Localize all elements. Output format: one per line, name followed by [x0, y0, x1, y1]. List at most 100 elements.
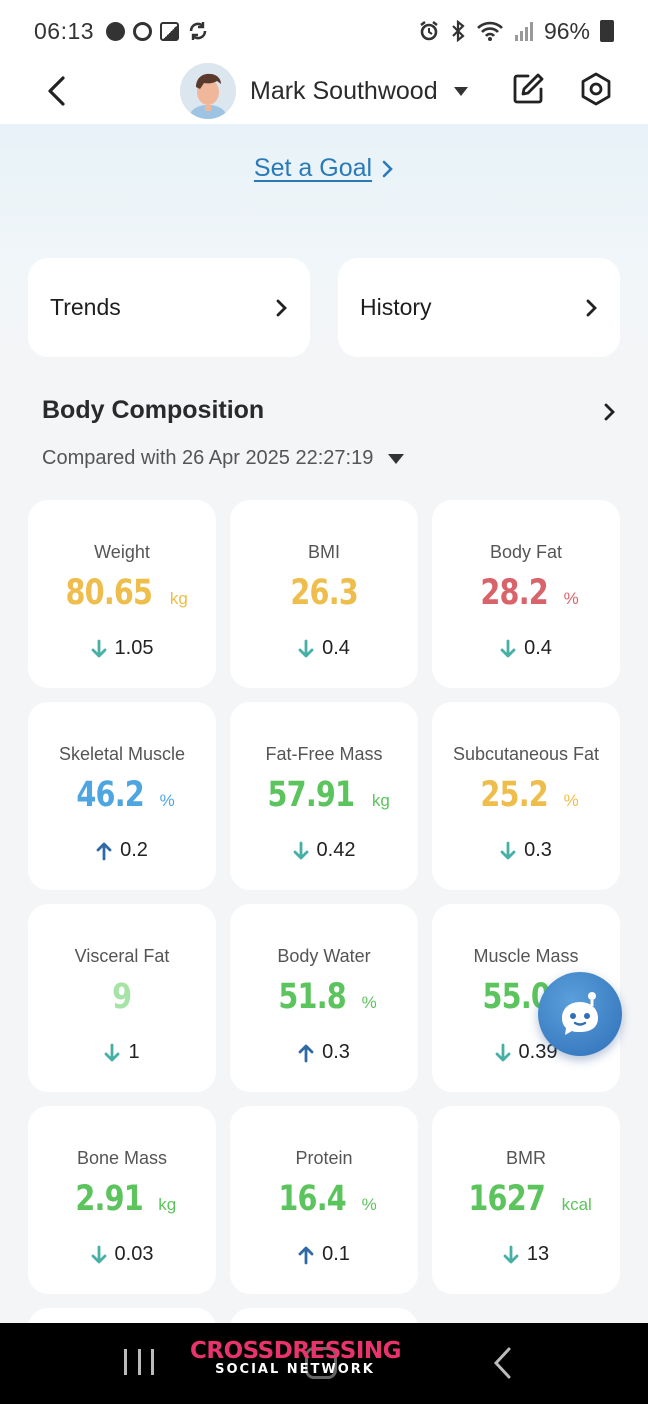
metric-card-bmr[interactable]: BMR 1627 kcal 13 [432, 1106, 620, 1294]
arrow-up-icon [298, 1246, 314, 1264]
arrow-down-icon [91, 639, 106, 657]
gallery-icon [160, 21, 180, 41]
metric-value-row: 80.65 kg [28, 573, 216, 613]
metric-card-subcutaneous-fat[interactable]: Subcutaneous Fat 25.2% 0.3 [432, 702, 620, 890]
metric-unit: % [563, 791, 579, 810]
settings-button[interactable] [576, 66, 616, 112]
metric-unit: kcal [561, 1195, 592, 1214]
assistant-button[interactable] [538, 972, 622, 1056]
metric-change-value: 0.42 [316, 839, 356, 861]
metric-label: Subcutaneous Fat [452, 744, 600, 764]
system-navigation-bar [0, 1323, 648, 1404]
metric-value: 25.2 [480, 775, 549, 815]
metric-value: 26.3 [290, 573, 358, 613]
back-button[interactable] [36, 68, 76, 114]
home-icon[interactable] [305, 1347, 337, 1379]
edit-icon [513, 73, 544, 104]
arrow-up-icon [96, 842, 112, 860]
signal-icon [514, 22, 533, 41]
trends-label: Trends [50, 294, 121, 320]
metric-change: 0.42 [230, 839, 418, 862]
arrow-down-icon [293, 841, 308, 859]
metric-value-row: 28.2% [432, 573, 620, 613]
metric-unit: % [361, 1195, 377, 1214]
set-goal-label: Set a Goal [253, 154, 373, 182]
metric-card-body-fat[interactable]: Body Fat 28.2% 0.4 [432, 500, 620, 688]
metric-card-bmi[interactable]: BMI 26.3 0.4 [230, 500, 418, 688]
metric-change: 1.05 [28, 637, 216, 660]
metric-change-value: 0.3 [524, 839, 552, 861]
metric-change-value: 0.1 [322, 1243, 350, 1265]
bluetooth-icon [452, 20, 465, 42]
history-card[interactable]: History [338, 258, 620, 357]
metric-change-value: 0.4 [524, 637, 552, 659]
metric-change: 0.3 [432, 839, 620, 862]
metric-change: 0.3 [230, 1041, 418, 1064]
arrow-down-icon [495, 1043, 510, 1061]
metric-value-row: 26.3 [230, 573, 418, 613]
compare-date-label: Compared with 26 Apr 2025 22:27:19 [42, 447, 374, 469]
profile-name: Mark Southwood [250, 76, 438, 105]
metric-value: 16.4 [278, 1179, 347, 1219]
metric-change: 0.39 [432, 1041, 620, 1064]
metric-change-value: 13 [526, 1243, 550, 1265]
arrow-down-icon [298, 639, 314, 657]
edit-button[interactable] [508, 66, 548, 112]
battery-icon [600, 20, 614, 42]
chevron-right-icon [382, 160, 393, 177]
metric-label: Skeletal Muscle [58, 744, 186, 764]
metric-card-weight[interactable]: Weight 80.65 kg 1.05 [28, 500, 216, 688]
metric-change-value: 0.39 [518, 1041, 558, 1063]
do-not-disturb-icon [106, 21, 126, 41]
avatar [180, 63, 236, 119]
recents-icon[interactable] [124, 1349, 154, 1379]
metric-value-row: 9 [28, 977, 216, 1017]
metric-label: Visceral Fat [74, 946, 170, 966]
metric-card-bone-mass[interactable]: Bone Mass 2.91 kg 0.03 [28, 1106, 216, 1294]
body-composition-more-button[interactable] [598, 398, 622, 426]
metric-value-row: 2.91 kg [28, 1179, 216, 1219]
metric-label: Weight [94, 542, 150, 562]
profile-switcher[interactable]: Mark Southwood [180, 62, 468, 120]
chevron-right-icon [604, 403, 615, 421]
status-time: 06:13 [34, 17, 95, 44]
metric-change: 0.03 [28, 1243, 216, 1266]
metric-card-fat-free-mass[interactable]: Fat-Free Mass 57.91 kg 0.42 [230, 702, 418, 890]
metric-unit: kg [158, 1195, 177, 1214]
metric-unit: % [563, 589, 579, 608]
metric-unit: kg [169, 589, 188, 608]
app-header: Mark Southwood [0, 62, 648, 124]
arrow-down-icon [500, 639, 516, 657]
set-goal-link[interactable]: Set a Goal [0, 154, 648, 183]
metric-value: 2.91 [75, 1179, 143, 1219]
robot-assistant-icon [562, 992, 598, 1035]
battery-percent: 96% [543, 17, 590, 44]
metric-unit: kg [371, 791, 390, 810]
chevron-right-icon [276, 299, 287, 316]
alarm-icon [420, 21, 438, 41]
metric-card-skeletal-muscle[interactable]: Skeletal Muscle 46.2% 0.2 [28, 702, 216, 890]
arrow-down-icon [105, 1043, 120, 1061]
metric-card-protein[interactable]: Protein 16.4% 0.1 [230, 1106, 418, 1294]
metric-value: 57.91 [267, 775, 356, 815]
sync-icon [189, 22, 207, 40]
metric-label: BMI [307, 542, 340, 562]
metric-change-value: 0.2 [120, 839, 148, 861]
arrow-up-icon [298, 1044, 314, 1062]
history-label: History [360, 294, 432, 320]
metric-card-visceral-fat[interactable]: Visceral Fat 9 1 [28, 904, 216, 1092]
chevron-right-icon [586, 299, 597, 316]
metric-change-value: 0.4 [322, 637, 350, 659]
metric-change: 0.2 [28, 839, 216, 862]
trends-card[interactable]: Trends [28, 258, 310, 357]
chrome-icon [133, 21, 153, 41]
back-nav-icon[interactable] [490, 1347, 516, 1379]
metric-change: 13 [432, 1243, 620, 1266]
metric-value: 80.65 [65, 573, 154, 613]
metric-card-body-water[interactable]: Body Water 51.8% 0.3 [230, 904, 418, 1092]
metric-value-row: 51.8% [230, 977, 418, 1017]
metric-change-value: 1.05 [114, 637, 154, 659]
arrow-down-icon [500, 841, 516, 859]
caret-down-icon [453, 86, 468, 96]
compare-date-selector[interactable]: Compared with 26 Apr 2025 22:27:19 [42, 447, 405, 470]
